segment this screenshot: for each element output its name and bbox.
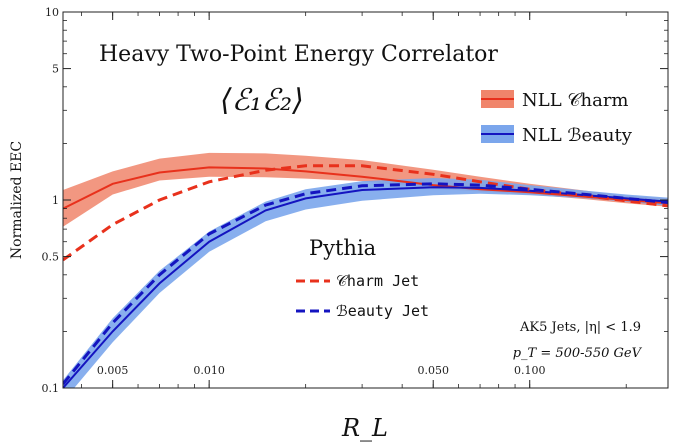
band-charm [63, 152, 668, 227]
pythia-label-charm: 𝒞harm Jet [336, 272, 419, 290]
pythia-legend-title: Pythia [309, 236, 376, 260]
curves [63, 164, 668, 388]
x-tick-label: 0.100 [514, 364, 546, 377]
x-tick-label: 0.005 [97, 364, 129, 377]
axis-ticks: 0.005 0.010 0.050 0.100 0.1 0.5 1 5 10 [42, 6, 668, 395]
x-tick-label: 0.050 [417, 364, 449, 377]
pythia-label-beauty: ℬeauty Jet [336, 302, 429, 320]
legend-label-charm: NLL 𝒞harm [522, 90, 629, 111]
y-tick-label: 0.5 [42, 251, 60, 264]
x-axis-title: R_L [341, 414, 388, 442]
annotation-jets: AK5 Jets, |η| < 1.9 [519, 320, 641, 335]
x-tick-label: 0.010 [193, 364, 225, 377]
y-tick-label: 1 [52, 194, 59, 207]
y-axis-title: Normalized EEC [9, 141, 25, 259]
y-tick-label: 0.1 [42, 382, 60, 395]
chart-subtitle: ⟨ℰ₁ℰ₂⟩ [220, 83, 304, 118]
chart-title: Heavy Two-Point Energy Correlator [99, 42, 498, 67]
legend: NLL 𝒞harm NLL ℬeauty [481, 90, 633, 146]
y-tick-label: 10 [45, 6, 59, 19]
pythia-legend: Pythia 𝒞harm Jet ℬeauty Jet [296, 236, 429, 320]
legend-label-beauty: NLL ℬeauty [522, 125, 633, 146]
y-tick-label: 5 [52, 63, 59, 76]
line-pythia-beauty-jet [63, 182, 668, 385]
annotation-pt: p_T = 500-550 GeV [513, 346, 643, 361]
